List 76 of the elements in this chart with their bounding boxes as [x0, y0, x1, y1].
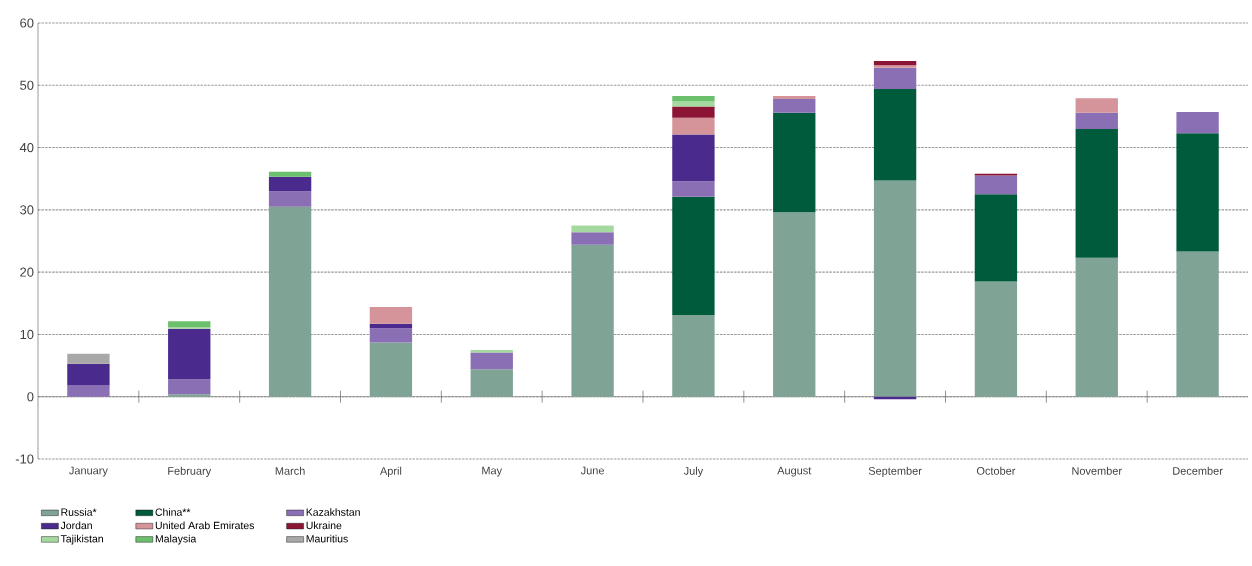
x-tick-label: September [868, 466, 922, 477]
bar [974, 281, 1018, 397]
bar [773, 112, 816, 213]
bar [672, 181, 715, 197]
bar [369, 342, 413, 397]
bar [873, 89, 917, 181]
x-tick-label: May [482, 466, 503, 477]
bar [773, 98, 816, 113]
bar [672, 95, 715, 102]
bar [470, 352, 513, 370]
y-tick-label: 0 [27, 392, 34, 402]
bar [470, 369, 513, 397]
bar [67, 385, 110, 397]
bar [773, 212, 816, 397]
x-tick-label: June [580, 466, 604, 475]
legend-label: Mauritius [306, 534, 348, 543]
bar [1075, 128, 1118, 258]
bar [974, 175, 1018, 195]
legend-label: Jordan [60, 521, 92, 530]
bar [1176, 112, 1219, 134]
bar [672, 196, 715, 316]
bar [1075, 98, 1118, 113]
bar [873, 67, 917, 90]
x-tick-label: July [683, 466, 704, 477]
x-tick-label: November [1072, 466, 1122, 475]
bar [672, 101, 715, 107]
bar [268, 206, 312, 397]
bar [1075, 257, 1118, 397]
bar [369, 307, 413, 324]
bar [672, 117, 715, 135]
bar [873, 180, 917, 397]
bar [974, 194, 1018, 282]
bar [168, 321, 211, 327]
x-tick-label: April [379, 466, 402, 477]
x-tick-label: October [976, 466, 1016, 475]
bar [168, 379, 211, 395]
bar [873, 61, 917, 66]
legend-label: Malaysia [155, 534, 197, 545]
bar [1176, 133, 1219, 252]
legend-label: Tajikistan [60, 534, 103, 545]
bar [67, 363, 110, 386]
bar [571, 225, 614, 233]
bar [268, 171, 312, 177]
y-tick-label: 40 [19, 142, 34, 153]
bar [67, 353, 110, 364]
legend-label: Ukraine [306, 521, 342, 530]
y-tick-label: 30 [20, 205, 34, 215]
bar [1075, 112, 1118, 129]
bar [268, 176, 312, 192]
bar [672, 315, 715, 397]
x-tick-label: March [275, 466, 305, 475]
x-tick-label: December [1173, 466, 1223, 475]
x-tick-label: January [69, 466, 108, 477]
bar [1176, 251, 1219, 397]
y-tick-label: 10 [20, 329, 34, 340]
y-tick-label: 20 [20, 267, 34, 277]
x-tick-label: August [777, 466, 812, 477]
legend-label: United Arab Emirates [155, 521, 255, 530]
bar [369, 328, 413, 343]
x-tick-label: February [168, 466, 212, 477]
bar [168, 328, 211, 380]
bar [672, 106, 715, 118]
bar [571, 232, 614, 245]
bar [773, 95, 816, 99]
y-tick-label: -10 [15, 454, 34, 464]
bar [168, 394, 211, 397]
bar [369, 323, 413, 329]
bar [873, 65, 917, 68]
legend-label: Russia* [61, 508, 97, 516]
y-tick-label: 50 [20, 80, 34, 90]
legend-label: China** [155, 508, 191, 516]
y-tick-label: 60 [20, 18, 34, 28]
legend-label: Kazakhstan [306, 508, 360, 516]
bar [672, 134, 715, 182]
bar [571, 244, 614, 397]
bar [268, 191, 312, 207]
